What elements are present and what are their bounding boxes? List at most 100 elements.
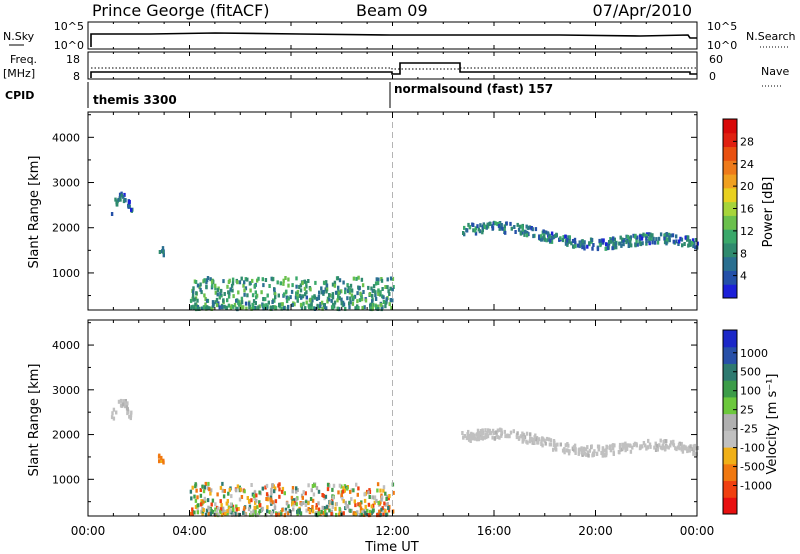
power-echo-cell	[216, 292, 219, 297]
power-echo-cell	[652, 236, 655, 241]
power-echo-cell	[280, 302, 283, 307]
velocity-echo-cell	[300, 502, 303, 507]
power-echo-cell	[216, 288, 220, 293]
velocity-echo-cell	[284, 507, 288, 512]
velocity-echo-cell	[256, 505, 259, 510]
power-echo-cell	[262, 306, 265, 311]
velocity-echo-cell	[320, 509, 323, 514]
power-echo-cell	[161, 246, 165, 251]
power-echo-cell	[271, 300, 274, 304]
velocity-echo-cell	[648, 442, 652, 447]
power-echo-cell	[564, 234, 567, 239]
power-echo-cell	[555, 232, 558, 237]
power-echo-cell	[344, 306, 347, 311]
power-echo-cell	[238, 280, 242, 285]
velocity-echo-cell	[603, 452, 606, 457]
velocity-echo-cell	[272, 484, 275, 489]
velocity-echo-cell	[208, 511, 211, 516]
power-echo-cell	[375, 304, 378, 309]
power-echo-cell	[387, 289, 390, 294]
velocity-echo-cell	[253, 512, 257, 516]
velocity-echo-cell	[376, 488, 379, 493]
velocity-echo-cell	[659, 438, 662, 443]
velocity-echo-cell	[552, 447, 555, 452]
power-echo-cell	[120, 191, 123, 196]
velocity-echo-cell	[224, 509, 227, 514]
velocity-colorbar-swatch	[723, 380, 737, 398]
power-echo-cell	[638, 239, 641, 244]
velocity-echo-cell	[227, 491, 230, 496]
power-echo-cell	[491, 226, 495, 231]
velocity-echo-cell	[194, 498, 198, 503]
velocity-echo-cell	[255, 498, 258, 503]
velocity-echo-cell	[323, 496, 326, 501]
velocity-echo-cell	[687, 445, 691, 450]
power-echo-cell	[294, 295, 298, 300]
velocity-echo-cell	[247, 498, 251, 503]
velocity-echo-cell	[126, 401, 129, 406]
power-echo-cell	[296, 298, 299, 303]
power-echo-cell	[391, 298, 394, 303]
nave-tick-bottom: 0	[709, 70, 716, 83]
velocity-echo-cell	[251, 512, 254, 517]
velocity-echo-cell	[360, 512, 363, 517]
velocity-echo-cell	[508, 434, 511, 439]
power-echo-cell	[543, 237, 546, 242]
power-echo-cell	[205, 278, 209, 283]
power-echo-cell	[355, 276, 358, 281]
power-echo-cell	[193, 297, 196, 302]
velocity-echo-cell	[364, 511, 367, 516]
velocity-echo-cell	[367, 490, 370, 495]
power-echo-cell	[608, 240, 611, 244]
velocity-echo-cell	[663, 445, 666, 450]
velocity-echo-cell	[463, 434, 466, 438]
velocity-echo-cell	[358, 513, 362, 517]
velocity-echo-cell	[605, 448, 608, 453]
power-echo-cell	[308, 298, 312, 303]
velocity-echo-cell	[363, 498, 367, 503]
power-echo-cell	[317, 296, 320, 301]
power-echo-cell	[651, 240, 654, 245]
power-echo-cell	[581, 245, 584, 250]
velocity-echo-cell	[315, 505, 318, 510]
power-echo-cell	[581, 241, 584, 246]
velocity-echo-cell	[304, 503, 308, 507]
power-echo-cell	[542, 229, 545, 234]
velocity-echo-cell	[293, 498, 296, 503]
velocity-echo-cell	[506, 434, 509, 439]
velocity-echo-cell	[112, 416, 116, 421]
power-echo-cell	[331, 292, 335, 297]
velocity-echo-cell	[686, 449, 689, 454]
power-echo-cell	[274, 295, 277, 300]
power-echo-cell	[651, 233, 654, 238]
velocity-echo-cell	[240, 495, 244, 499]
velocity-echo-cell	[540, 439, 543, 444]
power-echo-cell	[214, 300, 217, 305]
velocity-echo-cell	[129, 413, 133, 418]
velocity-echo-cell	[128, 414, 131, 419]
power-echo-cell	[667, 232, 671, 237]
velocity-echo-cell	[357, 502, 360, 507]
power-echo-cell	[474, 226, 477, 231]
velocity-echo-cell	[250, 498, 253, 503]
velocity-echo-cell	[623, 442, 626, 447]
power-echo-cell	[620, 243, 623, 248]
power-echo-cell	[583, 240, 586, 245]
velocity-echo-cell	[205, 508, 209, 513]
velocity-echo-cell	[265, 483, 269, 488]
velocity-echo-cell	[605, 445, 609, 450]
power-echo-cell	[357, 306, 360, 311]
power-echo-cell	[547, 237, 550, 242]
velocity-echo-cell	[304, 491, 307, 496]
power-echo-cell	[303, 286, 307, 291]
power-ytick-label: 3000	[52, 177, 80, 190]
power-echo-cell	[232, 304, 235, 309]
power-echo-cell	[524, 229, 527, 234]
power-echo-cell	[203, 278, 206, 283]
velocity-echo-cell	[612, 450, 615, 455]
velocity-echo-cell	[334, 506, 337, 511]
freq-tick-top: 18	[66, 53, 80, 66]
power-echo-cell	[202, 305, 206, 310]
power-echo-cell	[218, 295, 221, 300]
velocity-echo-cell	[124, 401, 127, 406]
